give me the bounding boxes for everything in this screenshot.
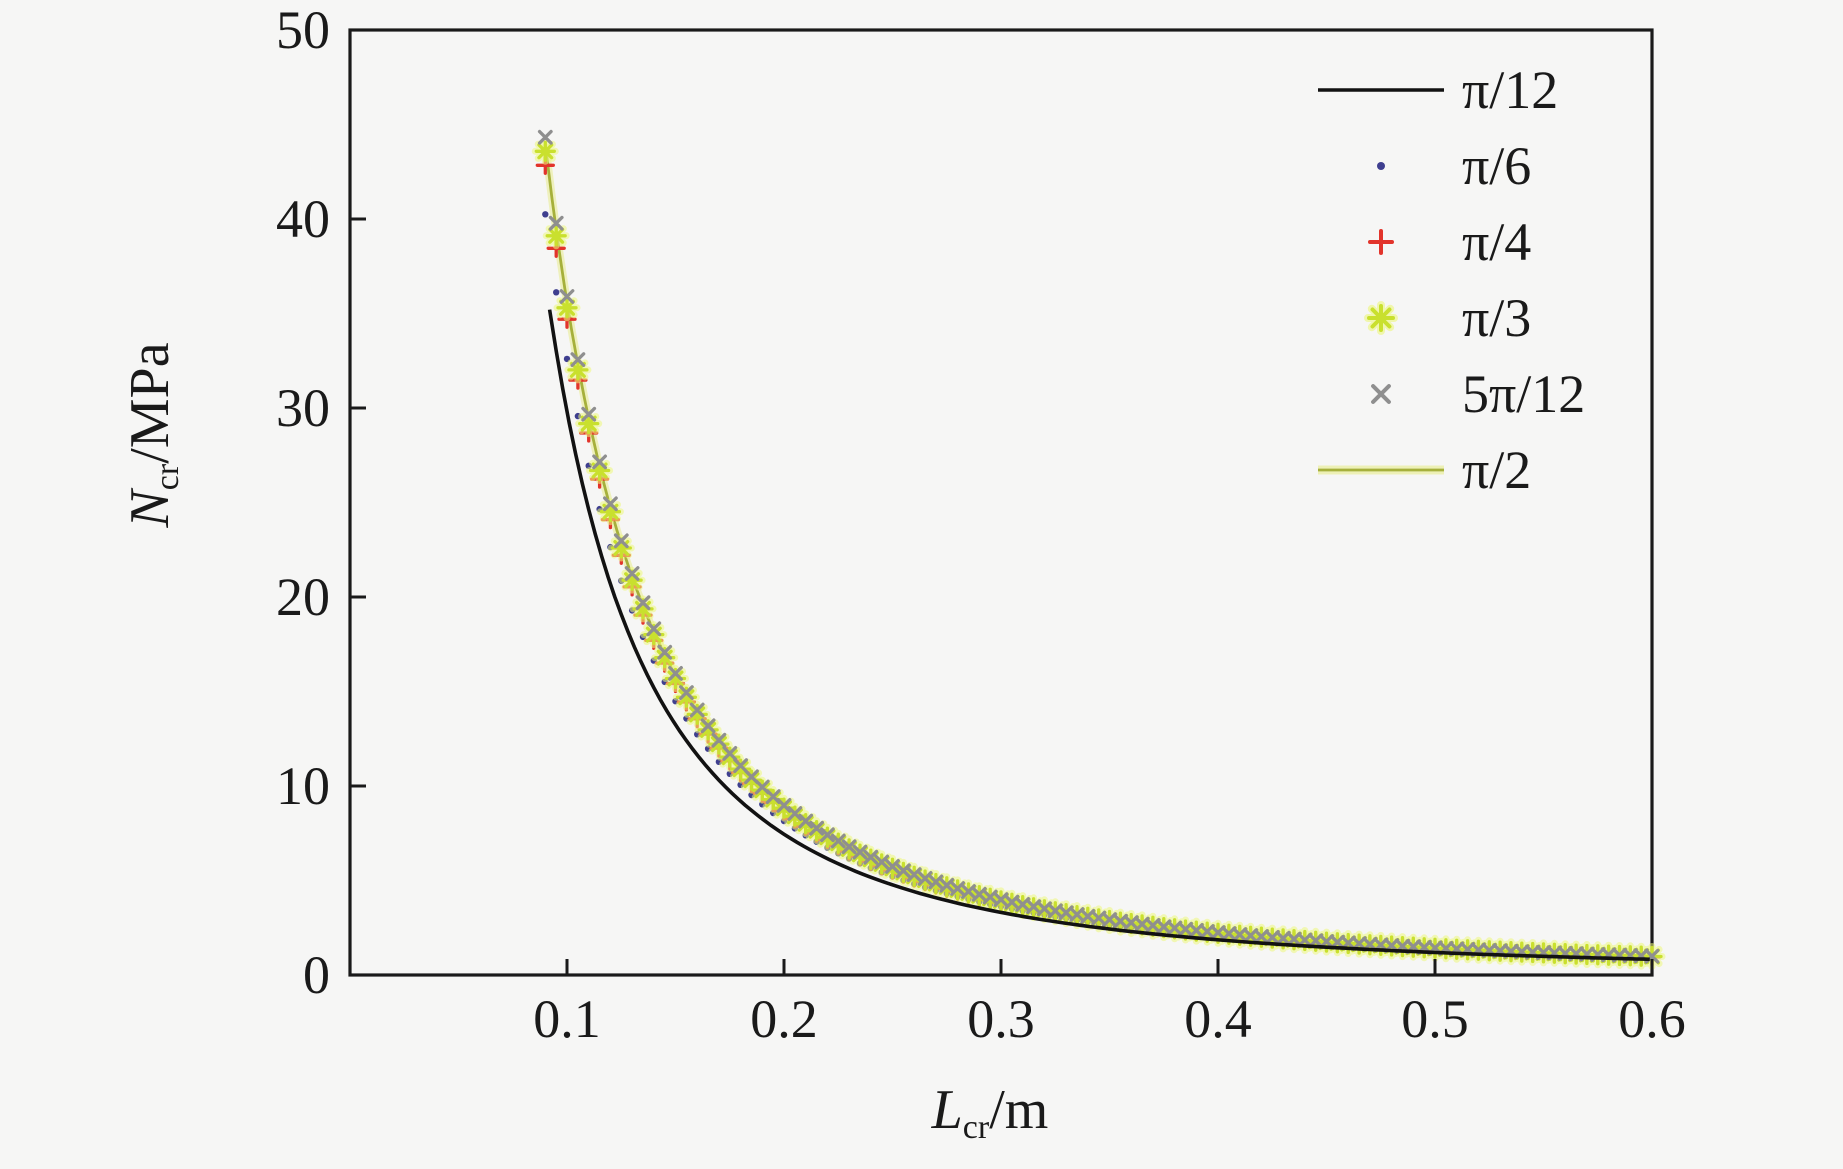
series-scatter-5π/12: [537, 129, 1660, 964]
y-axis-title: Ncr/MPa: [119, 342, 186, 528]
legend-entry-π/2: π/2: [1318, 440, 1531, 500]
legend-entry-π/4: π/4: [1368, 212, 1531, 272]
y-tick-label: 30: [276, 378, 330, 438]
x-axis-ticks: 0.1 0.2 0.3 0.4 0.5 0.6: [533, 959, 1686, 1049]
series-line-π/12: [547, 309, 1650, 962]
legend-asterisk-marker: [1367, 304, 1395, 332]
x-tick-label: 0.2: [750, 989, 818, 1049]
legend-dot-marker: [1377, 162, 1385, 170]
series-scatter-π/4: [535, 155, 1662, 967]
x-tick-label: 0.1: [533, 989, 601, 1049]
y-tick-label: 40: [276, 189, 330, 249]
legend-x-marker: [1371, 384, 1391, 404]
legend-plus-marker: [1368, 229, 1394, 255]
legend-label: π/4: [1462, 212, 1531, 272]
legend-label: π/3: [1462, 288, 1531, 348]
axis-labels: Ncr/MPa Lcr/m: [119, 342, 1048, 1146]
x-tick-label: 0.5: [1401, 989, 1469, 1049]
y-axis-ticks: 0 10 20 30 40 50: [276, 0, 366, 1005]
legend-label: π/6: [1462, 136, 1531, 196]
marker-dot: [553, 289, 560, 296]
legend-label: π/12: [1462, 60, 1558, 120]
x-tick-label: 0.6: [1618, 989, 1686, 1049]
x-axis-title: Lcr/m: [931, 1079, 1049, 1146]
y-tick-label: 50: [276, 0, 330, 60]
legend-label: π/2: [1462, 440, 1531, 500]
x-tick-label: 0.4: [1184, 989, 1252, 1049]
x-tick-label: 0.3: [967, 989, 1035, 1049]
legend: π/12 π/6 π/4 π/3 5π/12 π/2: [1318, 60, 1585, 500]
legend-entry-π/3: π/3: [1364, 288, 1531, 348]
marker-x: [537, 129, 1660, 964]
legend-label: 5π/12: [1462, 364, 1585, 424]
legend-entry-π/12: π/12: [1318, 60, 1558, 120]
marker-plus: [535, 155, 1662, 967]
y-tick-label: 0: [303, 945, 330, 1005]
data-series: [531, 129, 1666, 970]
y-tick-label: 20: [276, 567, 330, 627]
marker-dot: [542, 211, 549, 218]
legend-entry-π/6: π/6: [1377, 136, 1531, 196]
legend-entry-5π/12: 5π/12: [1371, 364, 1585, 424]
y-tick-label: 10: [276, 756, 330, 816]
